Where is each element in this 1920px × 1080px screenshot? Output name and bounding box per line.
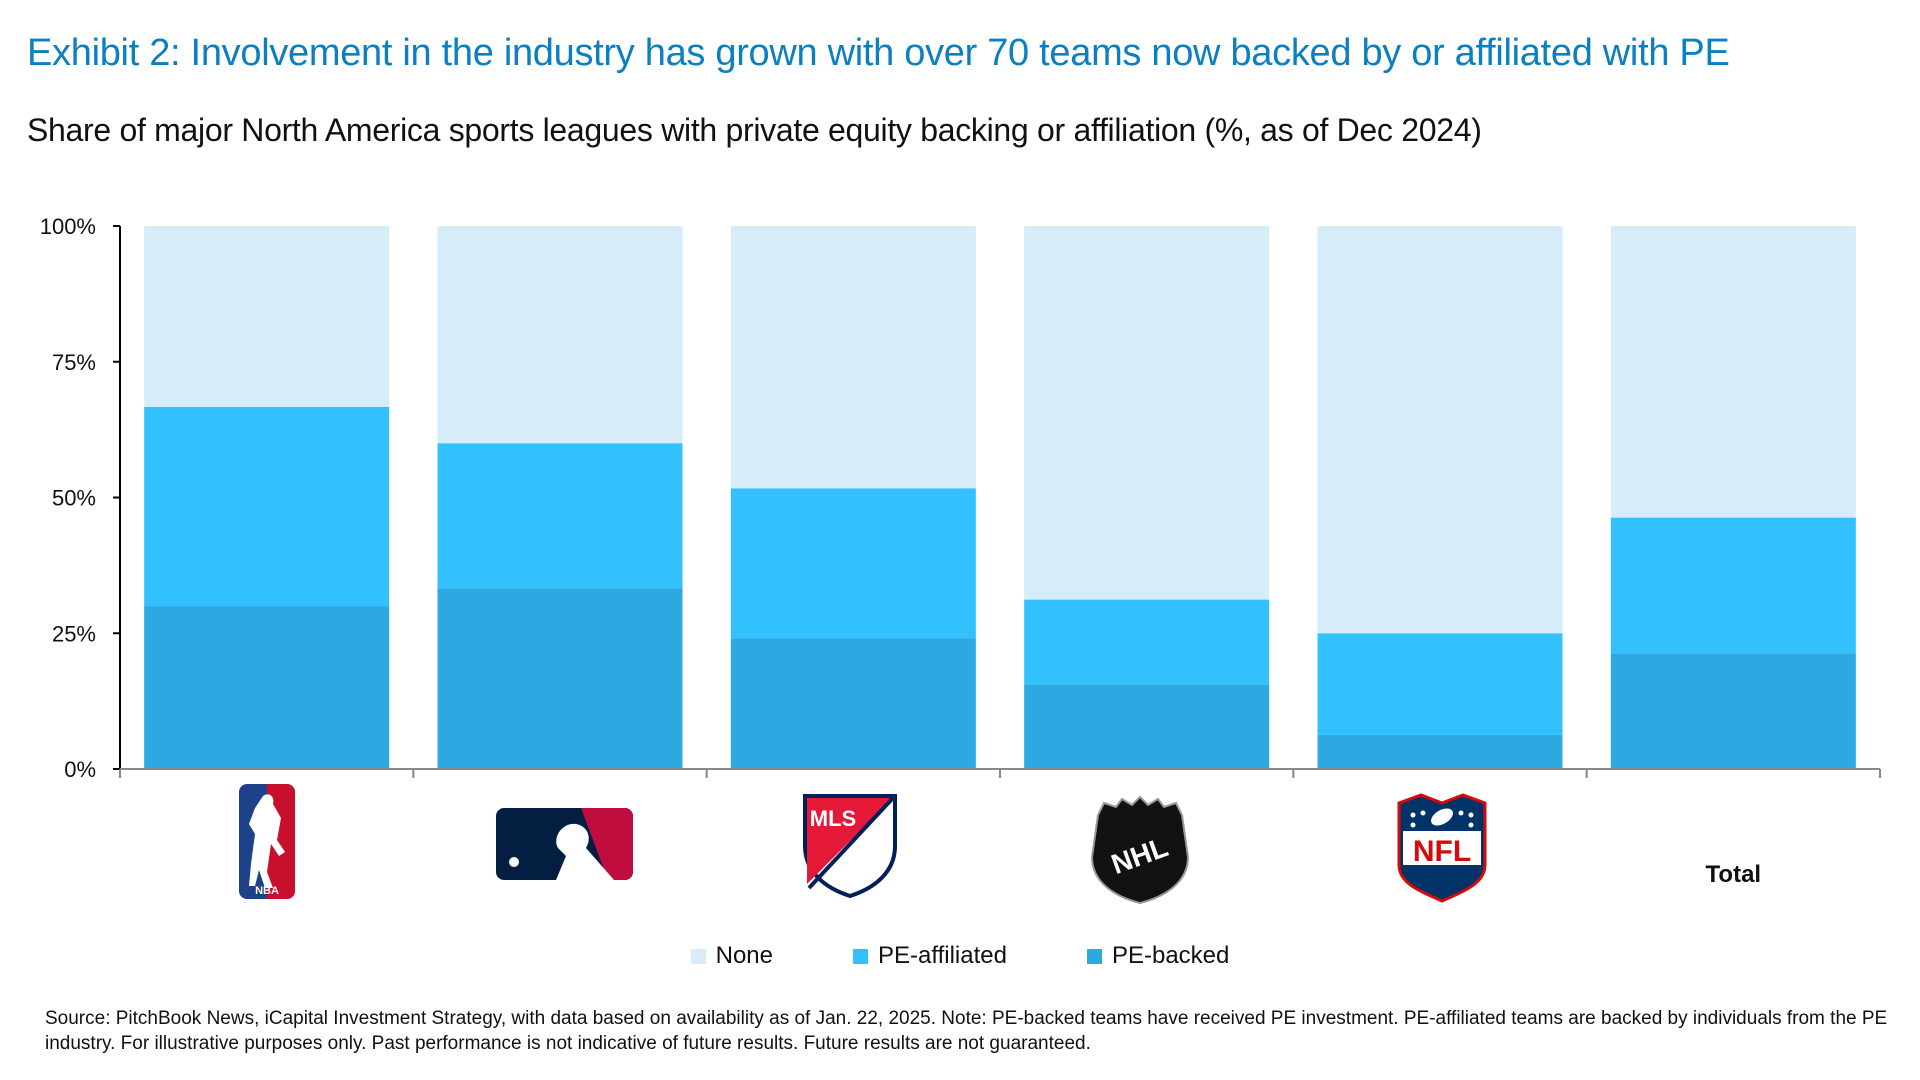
legend-label: None (715, 942, 773, 969)
bar-total-pe-backed (1610, 653, 1856, 769)
bar-mlb-none (437, 226, 683, 444)
nba-logo: NBA (239, 784, 295, 899)
bar-nfl-none (1317, 226, 1563, 634)
svg-text:NFL: NFL (1413, 835, 1471, 868)
x-tick-label: Total (1706, 861, 1762, 888)
bar-nhl-pe-affiliated (1024, 599, 1270, 685)
chart-legend: None PE-affiliated PE-backed (0, 942, 1920, 970)
svg-text:MLS: MLS (810, 806, 856, 831)
legend-swatch (853, 948, 868, 964)
legend-item-none: None (690, 942, 773, 970)
y-tick-label: 25% (52, 621, 96, 646)
bar-nfl-pe-affiliated (1317, 633, 1563, 735)
mls-logo: MLS (803, 794, 897, 899)
bar-mls-none (730, 226, 976, 489)
legend-item-pe-affiliated: PE-affiliated (853, 942, 1007, 970)
nfl-logo: NFL (1397, 793, 1487, 903)
nhl-logo: NHL (1090, 795, 1190, 905)
bar-total-pe-affiliated (1610, 517, 1856, 654)
bar-mlb-pe-backed (437, 588, 683, 769)
bar-mls-pe-backed (730, 638, 976, 769)
bar-nba-pe-affiliated (144, 406, 390, 607)
bar-nba-none (144, 226, 390, 407)
y-tick-label: 75% (52, 350, 96, 375)
stacked-bar-chart: Total 0% 25% 50% 75% 100% NBA MLS NHL (40, 214, 1881, 905)
legend-item-pe-backed: PE-backed (1086, 942, 1230, 970)
svg-text:NBA: NBA (255, 885, 279, 897)
mlb-logo (496, 808, 633, 880)
bar-mlb-pe-affiliated (437, 443, 683, 589)
y-tick-label: 50% (52, 486, 96, 511)
source-note: Source: PitchBook News, iCapital Investm… (45, 1008, 1888, 1054)
bar-total-none (1610, 226, 1856, 518)
legend-label: PE-backed (1111, 942, 1230, 969)
bar-nhl-none (1024, 226, 1270, 600)
chart-title: Exhibit 2: Involvement in the industry h… (27, 32, 1730, 74)
y-tick-label: 100% (40, 214, 96, 239)
bar-nfl-pe-backed (1317, 734, 1563, 769)
bar-nba-pe-backed (144, 606, 390, 769)
bar-mls-pe-affiliated (730, 488, 976, 639)
legend-label: PE-affiliated (878, 942, 1007, 969)
bar-nhl-pe-backed (1024, 684, 1270, 769)
chart-subtitle: Share of major North America sports leag… (27, 112, 1482, 148)
y-tick-label: 0% (64, 757, 96, 782)
legend-swatch (690, 948, 706, 964)
legend-swatch (1086, 948, 1102, 964)
